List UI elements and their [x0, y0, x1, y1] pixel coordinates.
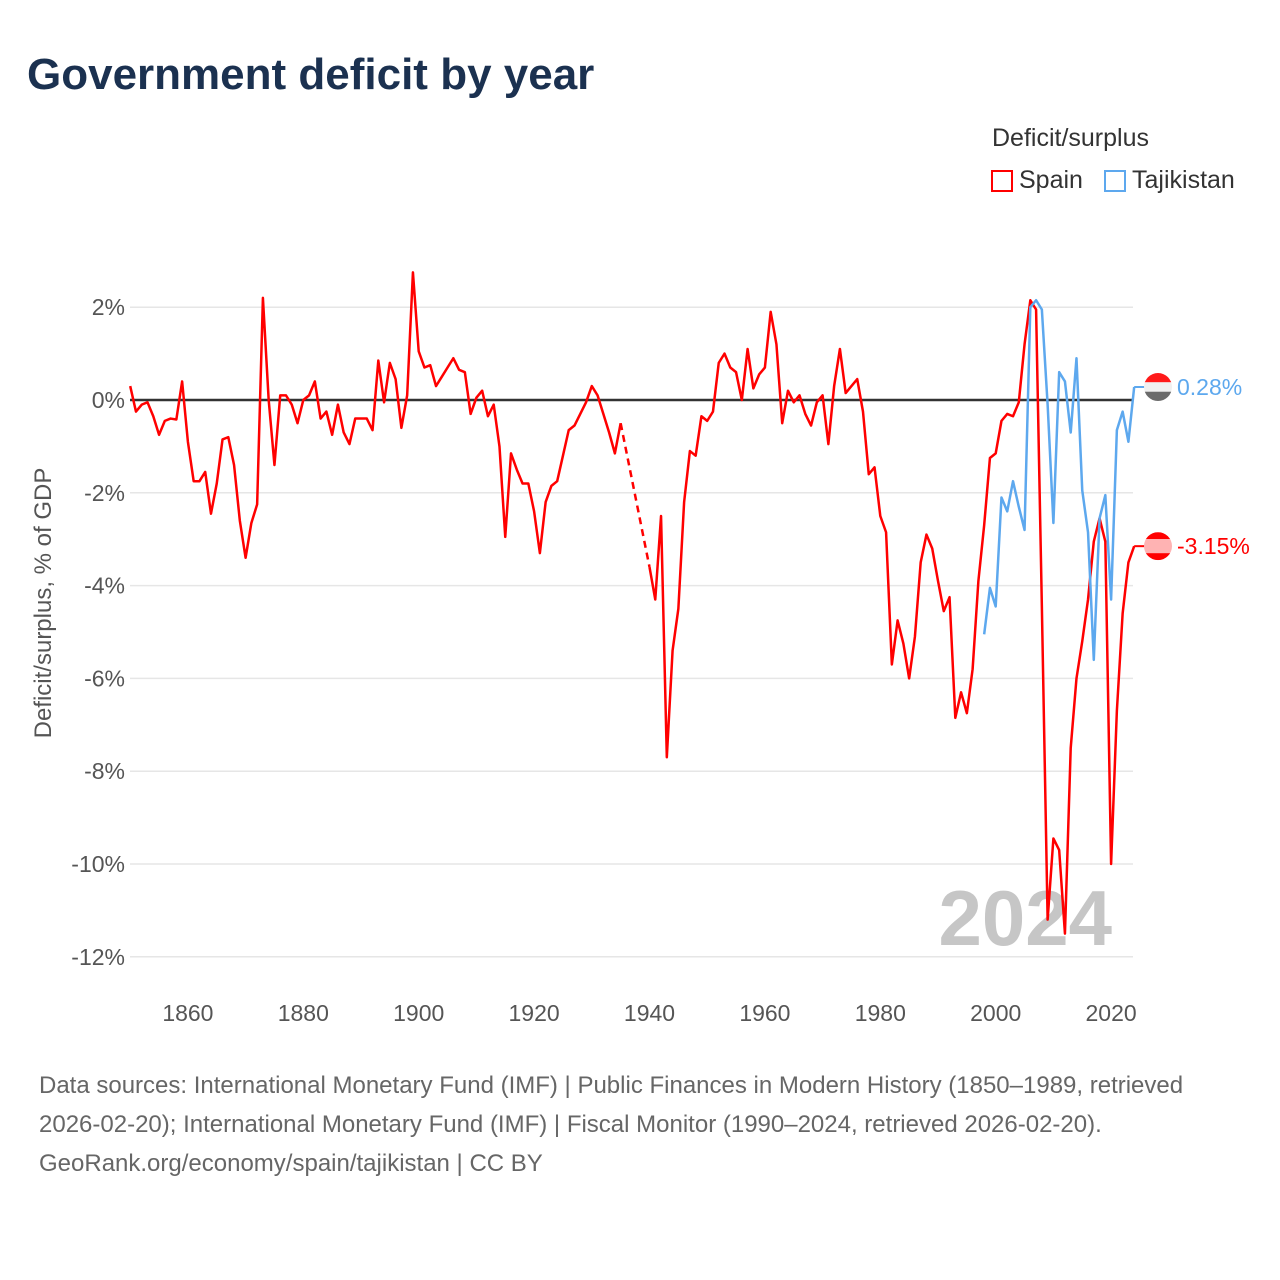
y-tick-label: 0%	[92, 387, 125, 413]
series-gap-spain	[619, 422, 651, 568]
y-tick-label: -12%	[71, 944, 125, 970]
legend-label-tajikistan: Tajikistan	[1132, 166, 1235, 194]
series-line-spain	[648, 298, 1136, 935]
x-tick-label: 2020	[1086, 1000, 1137, 1026]
x-tick-label: 1860	[162, 1000, 213, 1026]
flag-stripe	[1144, 532, 1172, 540]
y-tick-label: -6%	[84, 665, 125, 691]
legend-item-tajikistan[interactable]: Tajikistan	[1104, 166, 1235, 195]
flag-icon-spain	[1144, 532, 1172, 561]
y-axis-label: Deficit/surplus, % of GDP	[30, 468, 57, 739]
flag-stripe	[1144, 539, 1172, 554]
year-watermark: 2024	[938, 874, 1112, 962]
footer: Data sources: International Monetary Fun…	[39, 1066, 1239, 1183]
y-tick-label: -10%	[71, 851, 125, 877]
end-value-label-spain: -3.15%	[1177, 533, 1250, 559]
flag-icon-tajikistan	[1144, 373, 1172, 402]
credit-link[interactable]: GeoRank.org/economy/spain/tajikistan | C…	[39, 1150, 543, 1177]
chart-title: Government deficit by year	[27, 50, 595, 99]
y-tick-label: 2%	[92, 294, 125, 320]
x-tick-label: 1980	[855, 1000, 906, 1026]
x-tick-label: 2000	[970, 1000, 1021, 1026]
x-tick-label: 1920	[509, 1000, 560, 1026]
legend-swatch-spain	[991, 169, 1013, 192]
y-tick-label: -8%	[84, 758, 125, 784]
series-line-tajikistan	[982, 298, 1136, 662]
y-tick-label: -4%	[84, 573, 125, 599]
x-tick-label: 1940	[624, 1000, 675, 1026]
x-tick-label: 1900	[393, 1000, 444, 1026]
legend-title: Deficit/surplus	[992, 124, 1149, 152]
legend-label-spain: Spain	[1019, 166, 1083, 194]
x-tick-label: 1880	[278, 1000, 329, 1026]
x-tick-label: 1960	[739, 1000, 790, 1026]
flag-stripe	[1144, 553, 1172, 561]
legend-item-spain[interactable]: Spain	[991, 166, 1083, 195]
legend-swatch-tajikistan	[1104, 169, 1126, 192]
data-sources: Data sources: International Monetary Fun…	[39, 1072, 1184, 1138]
y-tick-label: -2%	[84, 480, 125, 506]
end-value-label-tajikistan: 0.28%	[1177, 374, 1242, 400]
flag-stripe	[1144, 373, 1172, 383]
flag-stripe	[1144, 382, 1172, 392]
flag-stripe	[1144, 391, 1172, 402]
series-line-spain	[128, 271, 622, 560]
